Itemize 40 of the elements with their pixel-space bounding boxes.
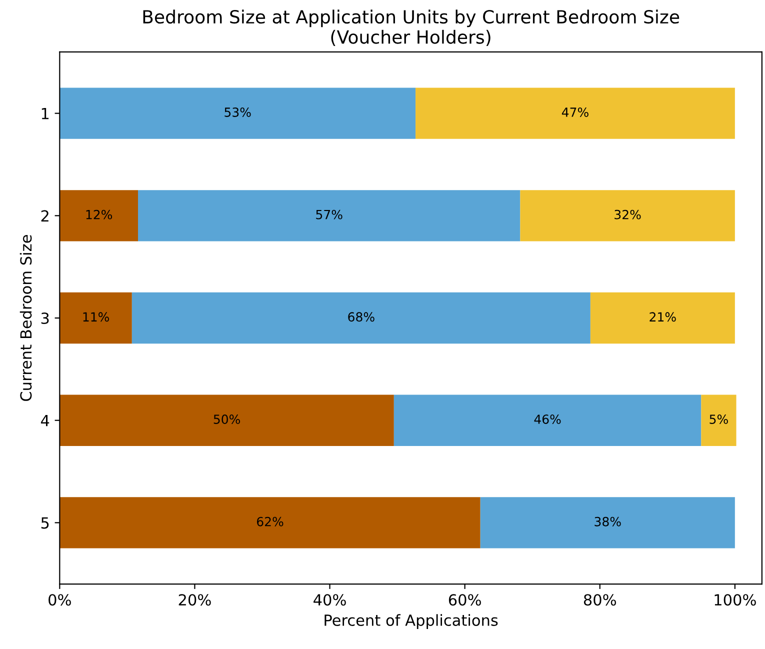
x-tick-label: 100% — [714, 594, 756, 606]
data-label: 38% — [594, 516, 621, 526]
y-tick-label: 2 — [41, 210, 48, 222]
bar — [60, 497, 480, 548]
data-label: 21% — [650, 312, 676, 322]
bar — [520, 190, 735, 242]
x-tick-label: 0% — [48, 594, 71, 606]
x-tick-label: 80% — [584, 594, 616, 606]
y-tick-label: 4 — [40, 415, 50, 426]
y-tick-label: 3 — [41, 312, 49, 324]
x-tick-label: 20% — [178, 594, 211, 606]
bar — [60, 88, 416, 139]
x-axis-title: Percent of Applications — [324, 614, 498, 629]
data-label: 11% — [83, 312, 109, 322]
data-label: 12% — [86, 210, 112, 220]
bar — [60, 292, 132, 344]
bar — [480, 497, 735, 548]
data-label: 53% — [224, 107, 251, 117]
bar — [60, 394, 394, 446]
y-tick-label: 5 — [41, 517, 49, 529]
bar — [60, 190, 138, 242]
bar — [416, 88, 735, 139]
bar — [138, 190, 520, 242]
bar — [701, 394, 736, 446]
bar — [590, 292, 735, 344]
data-label: 62% — [256, 516, 284, 526]
x-tick-label: 60% — [448, 594, 481, 606]
x-tick-label: 40% — [314, 594, 346, 606]
data-label: 57% — [316, 210, 342, 220]
data-label: 68% — [348, 312, 374, 322]
chart-title: Bedroom Size at Application Units by Current Bedroom Size (Voucher Holders) — [143, 10, 680, 46]
data-label: 50% — [214, 414, 240, 424]
y-tick-label: 1 — [42, 108, 49, 120]
bar — [394, 394, 702, 446]
data-label: 5% — [710, 414, 728, 424]
y-axis-title: Current Bedroom Size — [20, 235, 32, 401]
data-label: 32% — [614, 210, 641, 220]
bar — [132, 292, 590, 344]
data-label: 46% — [534, 414, 561, 424]
data-label: 47% — [562, 107, 588, 117]
